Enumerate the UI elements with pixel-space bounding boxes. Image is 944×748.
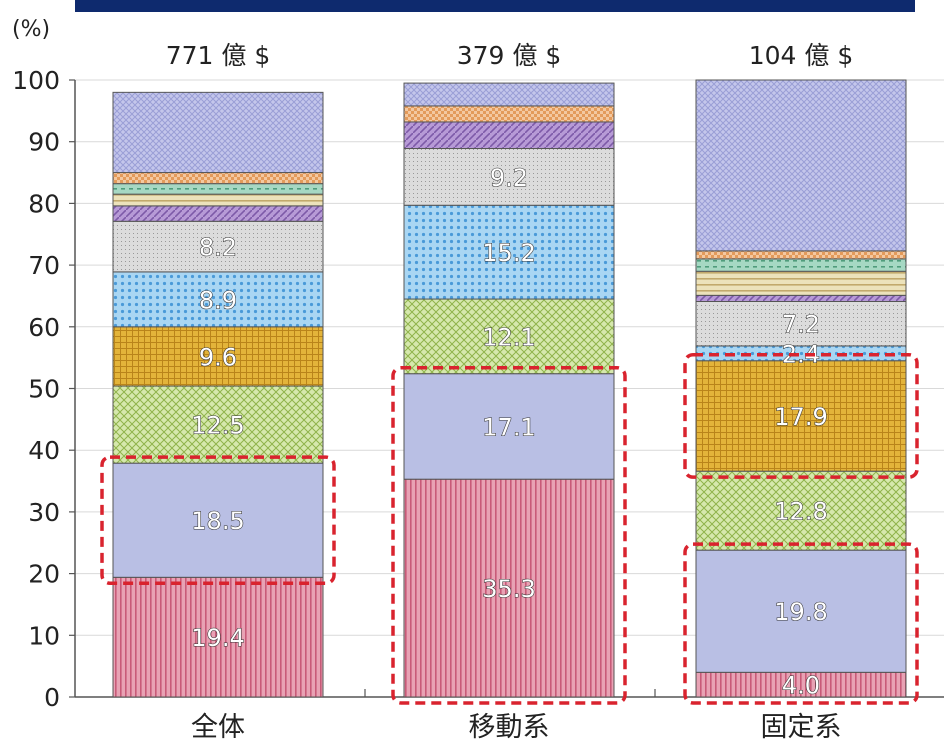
bar-total-label: 379 億 $ xyxy=(457,41,562,70)
bar-segment xyxy=(695,549,907,673)
y-tick-label: 20 xyxy=(28,560,60,589)
bar-segment xyxy=(403,82,615,107)
y-tick-label: 70 xyxy=(28,251,60,280)
bar-segment xyxy=(695,258,907,272)
data-label: 17.9 xyxy=(774,403,827,431)
y-tick-label: 40 xyxy=(28,436,60,465)
bar-segment xyxy=(403,298,615,375)
y-tick-label: 100 xyxy=(12,66,60,95)
data-label: 17.1 xyxy=(482,413,535,441)
data-label: 19.4 xyxy=(191,624,244,652)
bar-segment xyxy=(695,470,907,551)
bar-segment xyxy=(112,462,324,578)
bar-segment xyxy=(403,121,615,149)
y-tick-label: 0 xyxy=(44,683,60,712)
data-label: 18.5 xyxy=(191,507,244,535)
bar-segment xyxy=(695,301,907,347)
bar-segment xyxy=(112,183,324,195)
bar-segment xyxy=(403,204,615,300)
data-label: 12.1 xyxy=(482,323,535,351)
bar-segment xyxy=(112,385,324,464)
header-bar xyxy=(75,0,915,12)
bar-segment xyxy=(695,270,907,296)
data-label: 4.0 xyxy=(782,672,820,700)
y-tick-label: 30 xyxy=(28,498,60,527)
bar-segment xyxy=(403,478,615,698)
bar-segment xyxy=(403,147,615,206)
bar-segment xyxy=(695,294,907,303)
data-label: 19.8 xyxy=(774,598,827,626)
bar-total-label: 771 億 $ xyxy=(166,41,271,70)
x-category-label: 固定系 xyxy=(761,712,842,743)
bar-segment xyxy=(112,172,324,185)
bar-total-label: 104 億 $ xyxy=(749,41,854,70)
data-label: 9.6 xyxy=(199,343,237,371)
bar-segment xyxy=(403,373,615,480)
x-category-label: 移動系 xyxy=(469,712,550,743)
bar-segment xyxy=(695,671,907,698)
highlight-box xyxy=(391,365,627,705)
bar-segment xyxy=(112,220,324,273)
data-label: 12.5 xyxy=(191,412,244,440)
bar-segment xyxy=(695,360,907,472)
data-label: 35.3 xyxy=(482,575,535,603)
data-label: 8.2 xyxy=(199,234,237,262)
bar-segment xyxy=(112,91,324,174)
bar-segment xyxy=(112,193,324,207)
bar-segment xyxy=(112,271,324,328)
y-tick-label: 60 xyxy=(28,313,60,342)
y-tick-label: 80 xyxy=(28,189,60,218)
bar-segment xyxy=(695,250,907,260)
data-label: 15.2 xyxy=(482,239,535,267)
bar-segment xyxy=(403,105,615,123)
y-unit-label: (%) xyxy=(12,17,50,42)
y-tick-label: 90 xyxy=(28,128,60,157)
y-tick-label: 50 xyxy=(28,375,60,404)
data-label: 7.2 xyxy=(782,311,820,339)
y-tick-label: 10 xyxy=(28,621,60,650)
data-label: 12.8 xyxy=(774,498,827,526)
bar-segment xyxy=(112,205,324,222)
x-category-label: 全体 xyxy=(191,712,245,743)
bar-segment xyxy=(695,79,907,252)
bar-segment xyxy=(112,326,324,387)
highlight-box xyxy=(683,352,919,479)
data-label: 9.2 xyxy=(490,164,528,192)
data-label: 8.9 xyxy=(199,286,237,314)
